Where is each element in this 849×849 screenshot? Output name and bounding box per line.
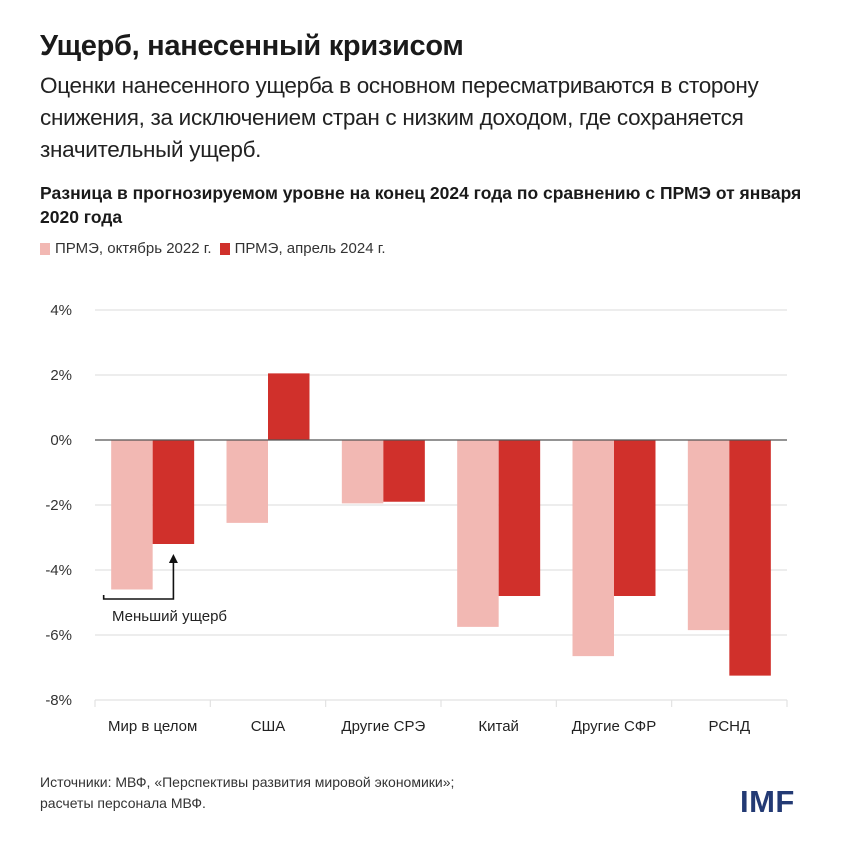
bar-series2-3 <box>498 440 541 596</box>
bar-series1-0 <box>111 440 153 590</box>
y-tick-label: 0% <box>50 432 72 449</box>
source-line-1: Источники: МВФ, «Перспективы развития ми… <box>40 774 455 790</box>
page-title: Ущерб, нанесенный кризисом <box>40 30 464 62</box>
category-label: Мир в целом <box>108 718 197 735</box>
legend-swatch-series1 <box>40 242 50 255</box>
bar-series1-4 <box>572 440 614 657</box>
legend-item-series1: ПРМЭ, октябрь 2022 г. <box>40 240 212 257</box>
y-tick-label: -2% <box>45 497 72 514</box>
category-labels: Мир в целом США Другие СРЭ Китай Другие СФР Р… <box>108 718 750 735</box>
source-note: Источники: МВФ, «Перспективы развития ми… <box>40 772 454 814</box>
category-label: РСНД <box>708 718 750 735</box>
bar-series2-4 <box>614 440 656 596</box>
bar-series1-5 <box>687 440 730 631</box>
y-tick-label: -8% <box>45 692 72 709</box>
y-axis-ticks: 4% 2% 0% -2% -4% -6% -8% <box>45 302 72 709</box>
annotation-label: Меньший ущерб <box>112 608 227 625</box>
bar-series1-3 <box>457 440 499 627</box>
source-line-2: расчеты персонала МВФ. <box>40 795 206 811</box>
category-label: Другие СРЭ <box>341 718 425 735</box>
annotation: Меньший ущерб <box>102 554 227 625</box>
category-label: Другие СФР <box>572 718 656 735</box>
chart-title: Разница в прогнозируемом уровне на конец… <box>40 183 802 227</box>
bar-series2-0 <box>152 440 195 544</box>
bar-series2-5 <box>729 440 771 676</box>
category-label: Китай <box>478 718 519 735</box>
chart-legend: ПРМЭ, октябрь 2022 г. ПРМЭ, апрель 2024 … <box>40 240 394 257</box>
legend-item-series2: ПРМЭ, апрель 2024 г. <box>219 240 386 257</box>
legend-label-series2: ПРМЭ, апрель 2024 г. <box>234 240 386 257</box>
bar-series1-1 <box>226 440 268 523</box>
legend-label-series1: ПРМЭ, октябрь 2022 г. <box>55 240 212 257</box>
bar-series1-2 <box>341 440 384 504</box>
bars <box>111 373 771 676</box>
y-tick-label: -4% <box>45 562 72 579</box>
page-subtitle: Оценки нанесенного ущерба в основном пер… <box>40 73 759 162</box>
y-tick-label: -6% <box>45 627 72 644</box>
category-label: США <box>251 718 286 735</box>
annotation-arrowhead-icon <box>168 554 178 563</box>
bar-series2-2 <box>383 440 425 502</box>
gridlines <box>95 309 787 701</box>
annotation-arrow-line <box>102 562 175 600</box>
y-tick-label: 4% <box>50 302 72 319</box>
bar-series2-1 <box>268 373 310 440</box>
legend-swatch-series2 <box>219 242 230 255</box>
x-axis-ticks <box>94 700 788 707</box>
imf-logo: IMF <box>740 784 795 819</box>
y-tick-label: 2% <box>50 367 72 384</box>
